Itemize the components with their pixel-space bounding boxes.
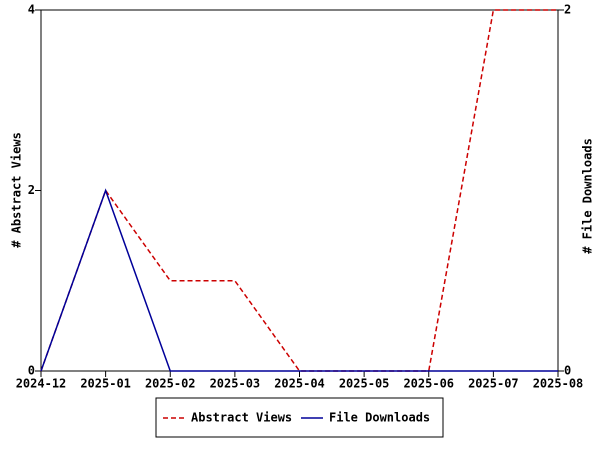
y-axis-title: # Abstract Views	[10, 132, 24, 248]
y-tick-label: 0	[28, 364, 35, 378]
y2-axis-title: # File Downloads	[581, 138, 595, 254]
y2-tick-label: 2	[564, 3, 571, 17]
x-tick-label: 2024-12	[16, 377, 67, 391]
x-tick-label: 2025-04	[274, 377, 325, 391]
plot-frame	[40, 9, 559, 372]
y-tick-label: 4	[28, 3, 35, 17]
x-tick-label: 2025-03	[210, 377, 261, 391]
x-tick-label: 2025-08	[533, 377, 584, 391]
y-tick-label: 2	[28, 183, 35, 197]
x-tick-label: 2025-06	[403, 377, 454, 391]
y2-tick-label: 0	[564, 364, 571, 378]
legend-box	[155, 397, 444, 438]
series-line	[40, 9, 558, 372]
x-tick-label: 2025-02	[145, 377, 196, 391]
x-tick-label: 2025-07	[468, 377, 519, 391]
series-line	[40, 188, 558, 372]
legend-label: File Downloads	[329, 411, 430, 425]
legend-label: Abstract Views	[191, 411, 292, 425]
x-tick-label: 2025-01	[80, 377, 131, 391]
x-tick-label: 2025-05	[339, 377, 390, 391]
